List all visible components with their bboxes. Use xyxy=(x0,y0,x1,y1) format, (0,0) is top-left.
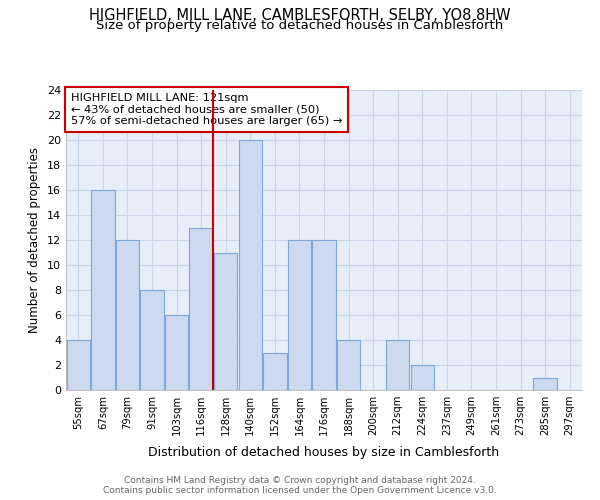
Bar xyxy=(140,290,164,390)
Y-axis label: Number of detached properties: Number of detached properties xyxy=(28,147,41,333)
Bar xyxy=(288,240,311,390)
X-axis label: Distribution of detached houses by size in Camblesforth: Distribution of detached houses by size … xyxy=(148,446,500,460)
Bar xyxy=(214,252,238,390)
Bar xyxy=(67,340,90,390)
Bar xyxy=(410,365,434,390)
Text: Size of property relative to detached houses in Camblesforth: Size of property relative to detached ho… xyxy=(97,18,503,32)
Bar xyxy=(313,240,335,390)
Bar xyxy=(165,315,188,390)
Text: HIGHFIELD MILL LANE: 121sqm
← 43% of detached houses are smaller (50)
57% of sem: HIGHFIELD MILL LANE: 121sqm ← 43% of det… xyxy=(71,93,343,126)
Text: Contains HM Land Registry data © Crown copyright and database right 2024.
Contai: Contains HM Land Registry data © Crown c… xyxy=(103,476,497,495)
Bar xyxy=(386,340,409,390)
Bar xyxy=(190,228,213,390)
Bar xyxy=(337,340,360,390)
Bar xyxy=(91,190,115,390)
Bar xyxy=(263,352,287,390)
Bar xyxy=(116,240,139,390)
Text: HIGHFIELD, MILL LANE, CAMBLESFORTH, SELBY, YO8 8HW: HIGHFIELD, MILL LANE, CAMBLESFORTH, SELB… xyxy=(89,8,511,22)
Bar xyxy=(533,378,557,390)
Bar xyxy=(239,140,262,390)
